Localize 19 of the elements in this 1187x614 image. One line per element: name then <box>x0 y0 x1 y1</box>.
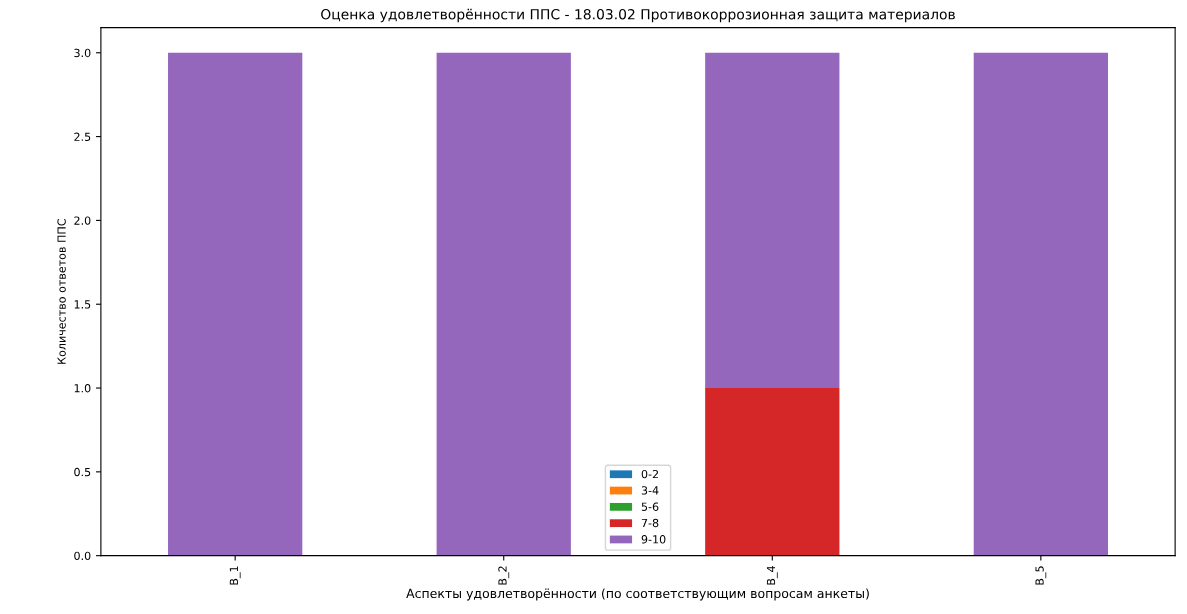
y-tick-label: 1.0 <box>74 384 91 393</box>
y-tick-label: 0.0 <box>74 551 91 561</box>
x-tick-label: В_5 <box>1035 566 1047 585</box>
legend-label: 5-6 <box>641 502 659 511</box>
legend-label: 0-2 <box>641 469 658 479</box>
y-tick-label: 1.5 <box>74 300 91 309</box>
x-tick-label: В_2 <box>498 566 510 585</box>
x-tick-label: В_1 <box>229 566 241 585</box>
y-axis-title: Количество ответов ППС <box>57 219 66 364</box>
legend-label: 7-8 <box>641 518 659 528</box>
y-tick-label: 2.0 <box>74 216 91 225</box>
y-tick-label: 2.5 <box>74 132 91 141</box>
legend-label: 3-4 <box>641 486 659 495</box>
y-tick-label: 0.5 <box>74 467 91 477</box>
x-axis-title: Аспекты удовлетворённости (по соответствующим вопросам анкеты) <box>406 588 869 601</box>
y-tick-label: 3.0 <box>74 48 91 58</box>
legend-label: 9-10 <box>641 535 666 544</box>
chart-title: Оценка удовлетворённости ППС - 18.03.02 Противокоррозионная защита материалов <box>321 8 955 23</box>
x-tick-label: В_4 <box>766 566 778 585</box>
